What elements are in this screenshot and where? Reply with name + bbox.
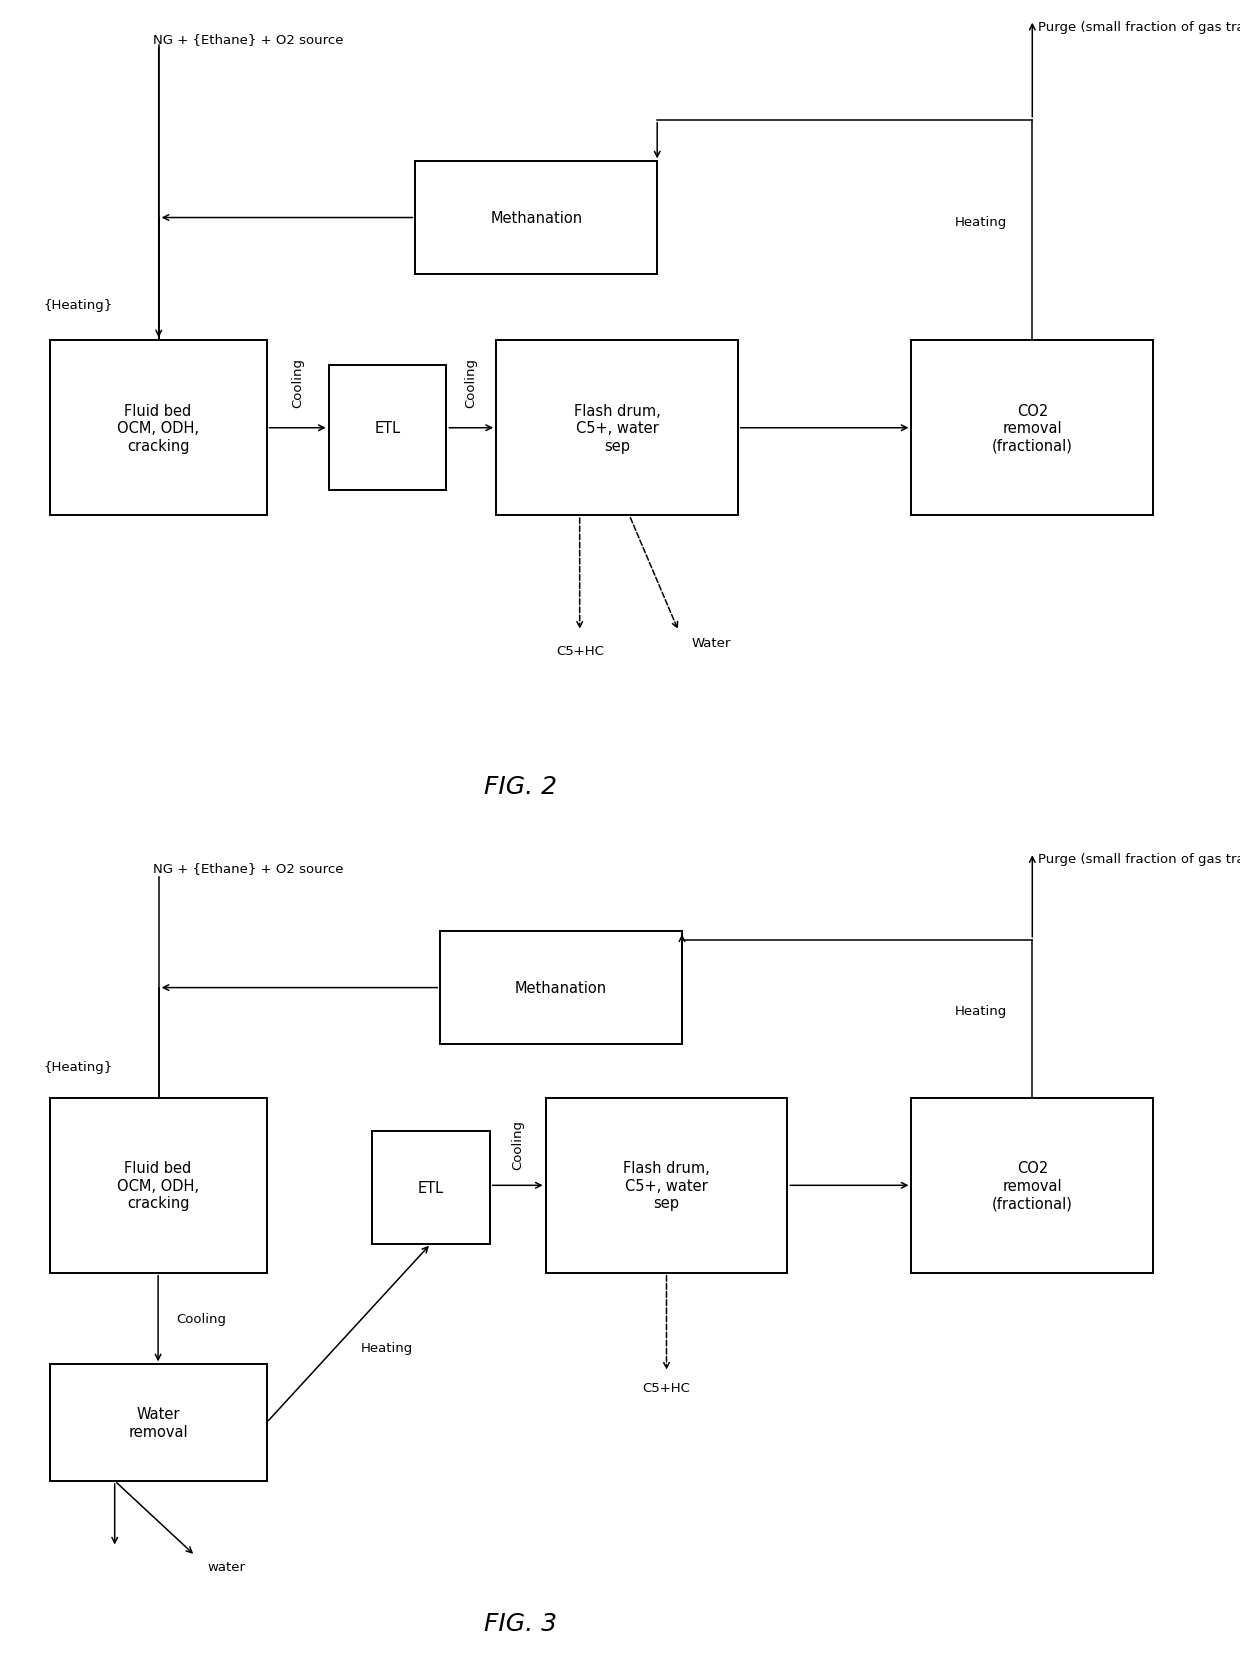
Bar bbox=[440, 932, 682, 1045]
Text: Fluid bed
OCM, ODH,
cracking: Fluid bed OCM, ODH, cracking bbox=[117, 1161, 200, 1210]
Bar bbox=[546, 1098, 787, 1273]
Text: Cooling: Cooling bbox=[177, 1313, 227, 1325]
Bar bbox=[50, 341, 267, 516]
Text: NG + {Ethane} + O2 source: NG + {Ethane} + O2 source bbox=[153, 33, 343, 47]
Text: FIG. 3: FIG. 3 bbox=[485, 1611, 557, 1634]
Text: {Heating}: {Heating} bbox=[43, 1060, 113, 1073]
Text: Purge (small fraction of gas traffic): Purge (small fraction of gas traffic) bbox=[1039, 20, 1240, 33]
Bar bbox=[329, 366, 446, 491]
Text: CO2
removal
(fractional): CO2 removal (fractional) bbox=[992, 1161, 1073, 1210]
Text: Fluid bed
OCM, ODH,
cracking: Fluid bed OCM, ODH, cracking bbox=[117, 404, 200, 453]
Bar bbox=[50, 1098, 267, 1273]
Bar bbox=[50, 1364, 267, 1481]
Bar bbox=[496, 341, 738, 516]
Text: {Heating}: {Heating} bbox=[43, 300, 113, 313]
Text: FIG. 2: FIG. 2 bbox=[485, 775, 557, 799]
Bar bbox=[911, 1098, 1153, 1273]
Text: Methanation: Methanation bbox=[490, 211, 583, 226]
Text: Purge (small fraction of gas traffic): Purge (small fraction of gas traffic) bbox=[1039, 852, 1240, 865]
Text: ETL: ETL bbox=[374, 421, 401, 436]
Text: Methanation: Methanation bbox=[515, 980, 608, 995]
Text: Flash drum,
C5+, water
sep: Flash drum, C5+, water sep bbox=[574, 404, 660, 453]
Text: Cooling: Cooling bbox=[511, 1118, 525, 1168]
Text: CO2
removal
(fractional): CO2 removal (fractional) bbox=[992, 404, 1073, 453]
Text: Heating: Heating bbox=[955, 216, 1007, 230]
Text: water: water bbox=[208, 1561, 246, 1572]
Text: C5+HC: C5+HC bbox=[642, 1381, 691, 1394]
Text: Heating: Heating bbox=[955, 1005, 1007, 1017]
Text: NG + {Ethane} + O2 source: NG + {Ethane} + O2 source bbox=[153, 862, 343, 874]
Bar bbox=[911, 341, 1153, 516]
Text: ETL: ETL bbox=[418, 1180, 444, 1195]
Bar bbox=[372, 1132, 490, 1245]
Text: Flash drum,
C5+, water
sep: Flash drum, C5+, water sep bbox=[624, 1161, 709, 1210]
Text: Cooling: Cooling bbox=[291, 358, 304, 408]
Text: Water: Water bbox=[692, 637, 730, 649]
Text: Water
removal: Water removal bbox=[128, 1406, 188, 1439]
Text: Heating: Heating bbox=[361, 1341, 413, 1354]
Text: C5+HC: C5+HC bbox=[556, 644, 604, 657]
Text: Cooling: Cooling bbox=[465, 358, 477, 408]
Bar bbox=[415, 161, 657, 275]
